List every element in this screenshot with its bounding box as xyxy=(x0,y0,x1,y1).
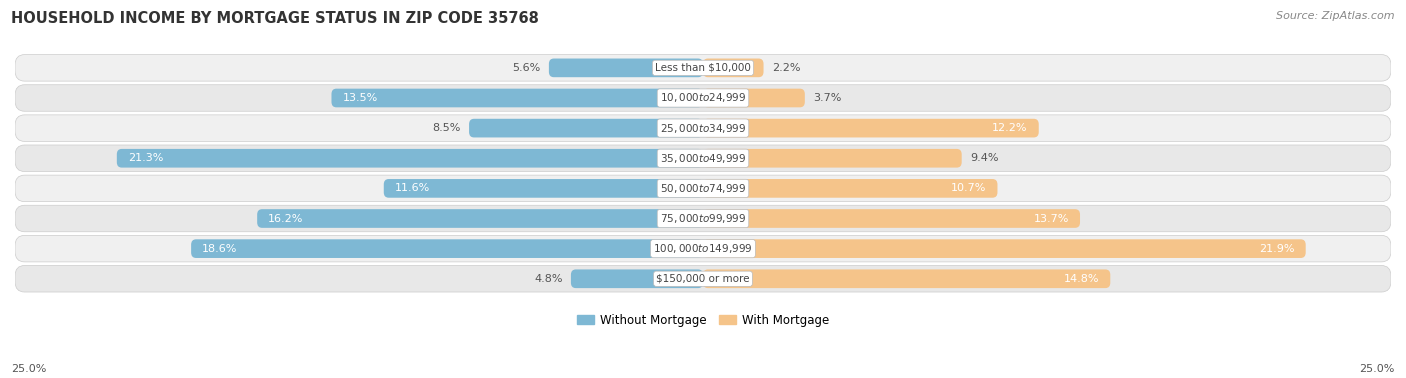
FancyBboxPatch shape xyxy=(703,59,763,77)
Text: 18.6%: 18.6% xyxy=(202,244,238,254)
FancyBboxPatch shape xyxy=(703,209,1080,228)
FancyBboxPatch shape xyxy=(15,115,1391,141)
Text: $100,000 to $149,999: $100,000 to $149,999 xyxy=(654,242,752,255)
FancyBboxPatch shape xyxy=(15,265,1391,292)
FancyBboxPatch shape xyxy=(703,179,997,198)
Text: $50,000 to $74,999: $50,000 to $74,999 xyxy=(659,182,747,195)
Text: 10.7%: 10.7% xyxy=(950,183,987,194)
FancyBboxPatch shape xyxy=(15,205,1391,232)
Text: 9.4%: 9.4% xyxy=(970,153,998,163)
Text: 25.0%: 25.0% xyxy=(1360,364,1395,374)
Text: 3.7%: 3.7% xyxy=(813,93,841,103)
Text: 4.8%: 4.8% xyxy=(534,274,562,284)
Text: 13.7%: 13.7% xyxy=(1033,214,1069,223)
Text: 21.3%: 21.3% xyxy=(128,153,163,163)
FancyBboxPatch shape xyxy=(571,270,703,288)
FancyBboxPatch shape xyxy=(15,85,1391,111)
Text: HOUSEHOLD INCOME BY MORTGAGE STATUS IN ZIP CODE 35768: HOUSEHOLD INCOME BY MORTGAGE STATUS IN Z… xyxy=(11,11,538,26)
FancyBboxPatch shape xyxy=(548,59,703,77)
FancyBboxPatch shape xyxy=(332,89,703,107)
FancyBboxPatch shape xyxy=(384,179,703,198)
Text: 21.9%: 21.9% xyxy=(1260,244,1295,254)
FancyBboxPatch shape xyxy=(117,149,703,167)
FancyBboxPatch shape xyxy=(703,270,1111,288)
Text: 25.0%: 25.0% xyxy=(11,364,46,374)
Text: 16.2%: 16.2% xyxy=(269,214,304,223)
FancyBboxPatch shape xyxy=(15,145,1391,172)
FancyBboxPatch shape xyxy=(703,149,962,167)
Text: 14.8%: 14.8% xyxy=(1064,274,1099,284)
FancyBboxPatch shape xyxy=(257,209,703,228)
FancyBboxPatch shape xyxy=(470,119,703,138)
FancyBboxPatch shape xyxy=(703,119,1039,138)
Text: 2.2%: 2.2% xyxy=(772,63,800,73)
FancyBboxPatch shape xyxy=(191,239,703,258)
Text: 11.6%: 11.6% xyxy=(395,183,430,194)
Text: $35,000 to $49,999: $35,000 to $49,999 xyxy=(659,152,747,165)
FancyBboxPatch shape xyxy=(703,89,804,107)
Text: $25,000 to $34,999: $25,000 to $34,999 xyxy=(659,122,747,135)
FancyBboxPatch shape xyxy=(15,54,1391,81)
FancyBboxPatch shape xyxy=(15,235,1391,262)
Text: 8.5%: 8.5% xyxy=(433,123,461,133)
Text: $150,000 or more: $150,000 or more xyxy=(657,274,749,284)
Text: 13.5%: 13.5% xyxy=(343,93,378,103)
FancyBboxPatch shape xyxy=(703,239,1306,258)
Text: 5.6%: 5.6% xyxy=(512,63,541,73)
Legend: Without Mortgage, With Mortgage: Without Mortgage, With Mortgage xyxy=(572,309,834,331)
Text: Source: ZipAtlas.com: Source: ZipAtlas.com xyxy=(1277,11,1395,21)
Text: Less than $10,000: Less than $10,000 xyxy=(655,63,751,73)
Text: 12.2%: 12.2% xyxy=(993,123,1028,133)
Text: $10,000 to $24,999: $10,000 to $24,999 xyxy=(659,91,747,104)
Text: $75,000 to $99,999: $75,000 to $99,999 xyxy=(659,212,747,225)
FancyBboxPatch shape xyxy=(15,175,1391,201)
